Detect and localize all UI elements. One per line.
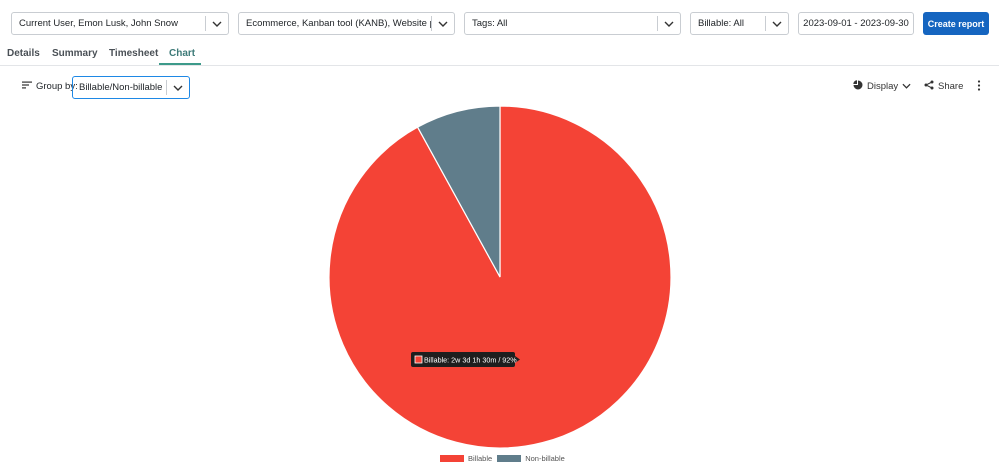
share-label: Share bbox=[938, 81, 964, 92]
chevron-down-icon bbox=[902, 81, 911, 92]
legend-item-billable[interactable]: Billable bbox=[440, 454, 492, 463]
sort-icon bbox=[22, 81, 32, 92]
pie-chart: Billable: 2w 3d 1h 30m / 92% bbox=[328, 105, 672, 449]
report-tabs: Details Summary Timesheet Chart bbox=[0, 42, 999, 66]
active-tab-indicator bbox=[159, 63, 201, 65]
chart-tooltip: Billable: 2w 3d 1h 30m / 92% bbox=[411, 352, 520, 367]
group-by-select[interactable]: Billable/Non-billable bbox=[72, 76, 190, 99]
group-by-text: Group by: bbox=[36, 81, 78, 92]
chevron-down-icon[interactable] bbox=[432, 21, 454, 27]
create-report-button[interactable]: Create report bbox=[923, 12, 989, 35]
chevron-down-icon[interactable] bbox=[167, 85, 189, 91]
tab-summary[interactable]: Summary bbox=[52, 48, 98, 59]
divider bbox=[765, 16, 766, 31]
tooltip-text: Billable: 2w 3d 1h 30m / 92% bbox=[424, 356, 517, 365]
legend-swatch bbox=[440, 455, 464, 462]
legend-label: Billable bbox=[468, 454, 493, 463]
legend-swatch bbox=[497, 455, 522, 462]
share-button[interactable]: Share bbox=[924, 80, 967, 93]
pie-slice-non-billable[interactable] bbox=[416, 105, 501, 278]
user-filter[interactable]: Current User, Emon Lusk, John Snow bbox=[11, 12, 229, 35]
more-options-button[interactable] bbox=[977, 80, 981, 94]
tags-filter[interactable]: Tags: All bbox=[464, 12, 681, 35]
divider bbox=[166, 80, 167, 95]
chevron-down-icon[interactable] bbox=[658, 21, 680, 27]
legend-item-non-billable[interactable]: Non-billable bbox=[497, 454, 565, 463]
tags-filter-value: Tags: All bbox=[472, 18, 508, 29]
billable-filter[interactable]: Billable: All bbox=[690, 12, 789, 35]
tab-details[interactable]: Details bbox=[7, 48, 40, 59]
divider bbox=[205, 16, 206, 31]
tab-chart[interactable]: Chart bbox=[169, 48, 196, 59]
pie-chart-icon bbox=[853, 80, 863, 93]
divider bbox=[657, 16, 658, 31]
legend-label: Non-billable bbox=[525, 454, 565, 463]
display-label: Display bbox=[867, 81, 899, 92]
chart-legend: Billable Non-billable bbox=[440, 454, 570, 463]
project-filter-value: Ecommerce, Kanban tool (KANB), Website p… bbox=[246, 18, 431, 29]
share-icon bbox=[924, 80, 934, 93]
user-filter-value: Current User, Emon Lusk, John Snow bbox=[19, 18, 178, 29]
divider bbox=[431, 16, 432, 31]
date-range-picker[interactable]: 2023-09-01 - 2023-09-30 bbox=[798, 12, 914, 35]
display-button[interactable]: Display bbox=[853, 80, 911, 93]
billable-filter-value: Billable: All bbox=[698, 18, 744, 29]
chevron-down-icon[interactable] bbox=[766, 21, 788, 27]
project-filter[interactable]: Ecommerce, Kanban tool (KANB), Website p… bbox=[238, 12, 455, 35]
tab-timesheet[interactable]: Timesheet bbox=[109, 48, 159, 59]
kebab-menu-icon bbox=[977, 80, 981, 94]
group-by-label: Group by: bbox=[22, 81, 78, 92]
chevron-down-icon[interactable] bbox=[206, 21, 228, 27]
tooltip-swatch bbox=[414, 355, 423, 364]
group-by-value: Billable/Non-billable bbox=[79, 82, 163, 93]
